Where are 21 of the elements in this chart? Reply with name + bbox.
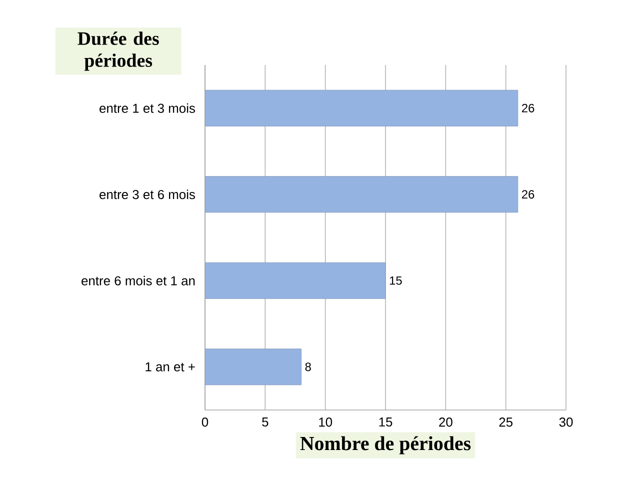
bar	[205, 262, 386, 299]
x-axis-title: Nombre de périodes	[300, 436, 471, 454]
x-tick-label: 15	[379, 418, 392, 427]
x-tick-label: 5	[262, 418, 268, 427]
data-label: 26	[522, 190, 534, 199]
x-tick-label: 30	[559, 418, 573, 427]
bar	[205, 90, 518, 126]
bar	[205, 348, 302, 386]
y-tick-label: 1 an et +	[146, 362, 195, 372]
y-tick-label: entre 6 mois et 1 an	[82, 276, 195, 286]
data-label: 26	[522, 104, 534, 112]
x-tick-label: 10	[319, 418, 332, 427]
x-tick-label: 20	[439, 418, 452, 427]
bar	[205, 176, 518, 213]
y-axis-title: Durée des périodes	[78, 32, 159, 71]
x-tick-label: 25	[499, 418, 512, 427]
data-label: 15	[390, 276, 402, 285]
data-label: 8	[305, 362, 311, 372]
y-tick-label: entre 3 et 6 mois	[100, 190, 196, 200]
x-tick-label: 0	[202, 418, 208, 427]
y-tick-label: entre 1 et 3 mois	[100, 103, 196, 113]
